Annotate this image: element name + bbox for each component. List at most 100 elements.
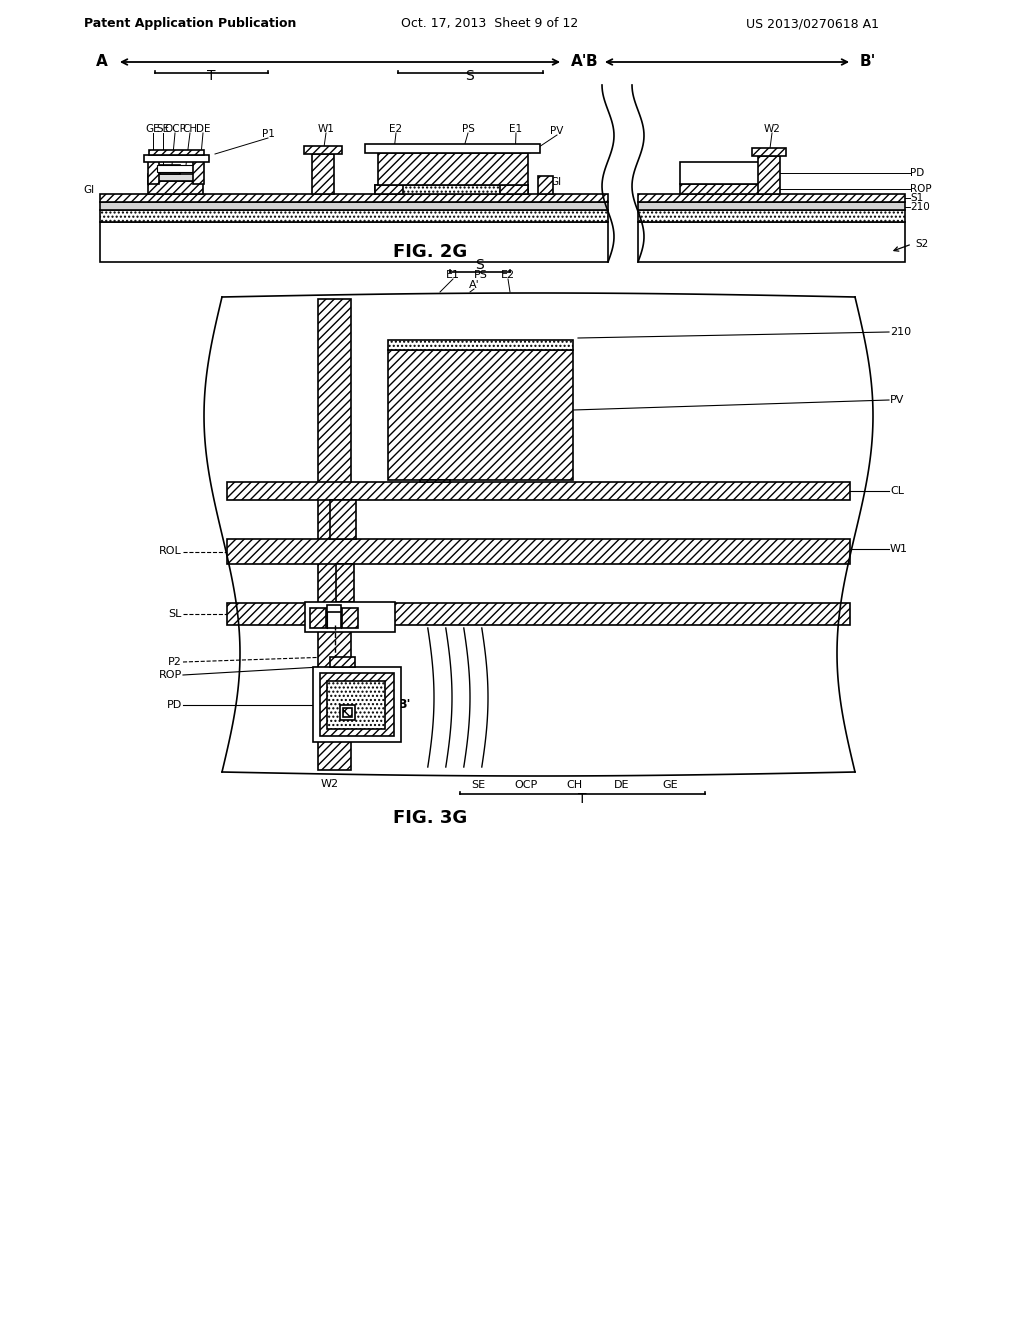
- Text: A: A: [305, 607, 314, 620]
- Bar: [638, 194, 905, 202]
- Bar: [144, 154, 209, 162]
- Text: 210: 210: [910, 202, 930, 213]
- Bar: [638, 202, 905, 210]
- Text: ROP: ROP: [910, 183, 932, 194]
- Bar: [330, 500, 356, 539]
- Text: S: S: [466, 69, 474, 83]
- Bar: [752, 148, 786, 156]
- Text: SL: SL: [169, 609, 182, 619]
- Text: ROP: ROP: [159, 671, 182, 680]
- Bar: [343, 708, 352, 717]
- Bar: [319, 673, 394, 737]
- Text: E1: E1: [509, 124, 522, 135]
- Text: P1: P1: [261, 129, 274, 139]
- Text: B': B': [398, 697, 412, 710]
- Bar: [227, 539, 850, 564]
- Text: B: B: [586, 54, 598, 70]
- Bar: [680, 162, 770, 183]
- Text: PD: PD: [910, 168, 925, 178]
- Bar: [327, 681, 385, 729]
- Text: GI: GI: [83, 185, 94, 195]
- Bar: [318, 300, 351, 770]
- Text: T: T: [207, 69, 215, 83]
- Text: PD: PD: [167, 700, 182, 710]
- Bar: [310, 609, 326, 628]
- Text: A': A': [571, 54, 588, 70]
- Bar: [538, 176, 553, 194]
- Text: Patent Application Publication: Patent Application Publication: [84, 17, 296, 30]
- Text: PV: PV: [550, 125, 563, 136]
- Text: CL: CL: [890, 486, 904, 496]
- Bar: [100, 194, 608, 202]
- Text: FIG. 3G: FIG. 3G: [393, 809, 467, 828]
- Bar: [327, 609, 341, 628]
- Text: W1: W1: [317, 124, 335, 135]
- Bar: [638, 222, 905, 261]
- Bar: [148, 181, 203, 194]
- Text: A: A: [96, 54, 108, 70]
- Bar: [312, 154, 334, 194]
- Text: B: B: [319, 697, 329, 710]
- Text: CH: CH: [566, 780, 582, 789]
- Bar: [100, 202, 608, 210]
- Text: W2: W2: [764, 124, 780, 135]
- Text: B': B': [860, 54, 877, 70]
- Bar: [758, 156, 780, 194]
- Bar: [336, 564, 354, 602]
- Text: DE: DE: [196, 124, 210, 135]
- Text: OCP: OCP: [164, 124, 186, 135]
- Bar: [148, 174, 203, 181]
- Text: SE: SE: [157, 124, 170, 135]
- Text: PS: PS: [474, 271, 488, 280]
- Text: E2: E2: [389, 124, 402, 135]
- Bar: [148, 156, 159, 183]
- Bar: [365, 144, 540, 153]
- Bar: [100, 222, 608, 261]
- Bar: [157, 165, 193, 172]
- Bar: [160, 165, 180, 174]
- Text: GE: GE: [145, 124, 161, 135]
- Text: P2: P2: [168, 657, 182, 667]
- Text: 210: 210: [890, 327, 911, 337]
- Text: E1: E1: [446, 271, 460, 280]
- Text: E2: E2: [501, 271, 515, 280]
- Text: OCP: OCP: [514, 780, 538, 789]
- Bar: [313, 667, 401, 742]
- Bar: [227, 482, 850, 500]
- Bar: [375, 185, 528, 194]
- Bar: [375, 185, 403, 194]
- Text: GI: GI: [551, 177, 561, 187]
- Text: W2: W2: [321, 779, 339, 789]
- Text: Oct. 17, 2013  Sheet 9 of 12: Oct. 17, 2013 Sheet 9 of 12: [401, 17, 579, 30]
- Bar: [340, 705, 355, 719]
- Text: SE: SE: [471, 780, 485, 789]
- Text: PS: PS: [462, 124, 474, 135]
- Bar: [638, 210, 905, 222]
- Text: S1: S1: [910, 193, 924, 203]
- Text: US 2013/0270618 A1: US 2013/0270618 A1: [745, 17, 879, 30]
- Bar: [500, 185, 528, 194]
- Bar: [388, 341, 573, 350]
- Bar: [193, 156, 204, 183]
- Bar: [150, 150, 204, 154]
- Bar: [100, 210, 608, 222]
- Text: CH: CH: [182, 124, 198, 135]
- Bar: [378, 153, 528, 185]
- Bar: [305, 602, 395, 632]
- Text: S2: S2: [915, 239, 928, 249]
- Bar: [304, 147, 342, 154]
- Text: FIG. 2G: FIG. 2G: [393, 243, 467, 261]
- Text: W1: W1: [890, 544, 908, 554]
- Text: GE: GE: [663, 780, 678, 789]
- Bar: [420, 480, 450, 482]
- Text: DE: DE: [614, 780, 630, 789]
- Bar: [330, 657, 355, 667]
- Text: ROL: ROL: [160, 546, 182, 557]
- Text: S: S: [475, 257, 484, 272]
- Bar: [680, 183, 770, 194]
- Bar: [342, 609, 358, 628]
- Bar: [327, 605, 341, 612]
- Text: T: T: [579, 792, 587, 807]
- Text: A': A': [469, 280, 479, 290]
- Text: PV: PV: [890, 395, 904, 405]
